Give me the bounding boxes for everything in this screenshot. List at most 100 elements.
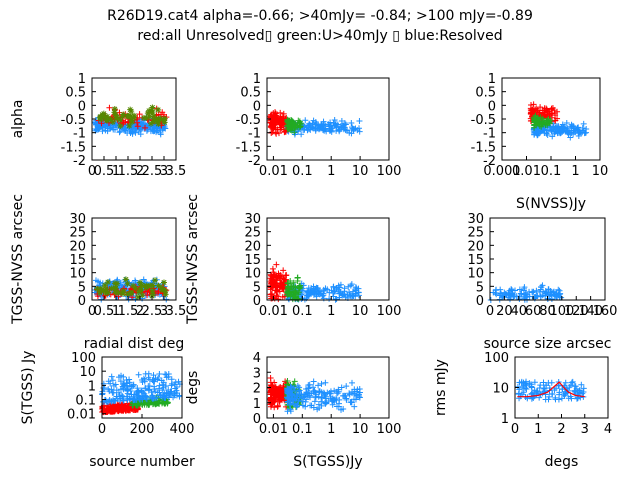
x-tick-label: 0.01 bbox=[512, 164, 541, 179]
data-point-blue bbox=[531, 387, 538, 394]
data-point-green bbox=[543, 119, 550, 126]
data-point-blue bbox=[301, 391, 308, 398]
data-point-red bbox=[110, 408, 117, 415]
data-point-blue bbox=[311, 387, 318, 394]
y-tick-label: 5 bbox=[78, 280, 86, 295]
data-point-blue bbox=[150, 372, 157, 379]
data-point-blue bbox=[162, 382, 169, 389]
data-point-green_star bbox=[161, 119, 168, 126]
data-point-blue bbox=[302, 117, 309, 124]
data-point-green_star bbox=[155, 106, 162, 113]
data-point-blue bbox=[157, 392, 164, 399]
data-point-blue bbox=[306, 392, 313, 399]
data-point-red bbox=[537, 104, 544, 111]
y-axis-label: S(TGSS) Jy bbox=[20, 351, 36, 425]
data-point-blue bbox=[143, 393, 150, 400]
data-point-blue bbox=[563, 119, 570, 126]
data-point-blue bbox=[307, 126, 314, 133]
data-point-blue bbox=[349, 124, 356, 131]
y-tick-label: 0.01 bbox=[67, 408, 96, 423]
y-tick-label: 5 bbox=[253, 280, 261, 295]
data-point-blue bbox=[319, 394, 326, 401]
data-point-blue bbox=[346, 390, 353, 397]
data-point-red bbox=[554, 108, 561, 115]
data-point-blue bbox=[132, 277, 139, 284]
y-tick-label: -1.5 bbox=[236, 140, 261, 155]
data-point-blue bbox=[516, 295, 523, 302]
data-point-blue bbox=[321, 399, 328, 406]
data-point-blue bbox=[120, 386, 127, 393]
data-point-green bbox=[546, 120, 553, 127]
data-point-blue bbox=[350, 127, 357, 134]
data-point-green_star bbox=[104, 113, 111, 120]
x-tick-label: 80 bbox=[539, 304, 556, 319]
x-tick-label: 0.5 bbox=[94, 164, 115, 179]
y-tick-label: 1 bbox=[88, 379, 96, 394]
y-tick-label: 1 bbox=[78, 72, 86, 87]
data-point-green_star bbox=[126, 122, 133, 129]
data-point-blue bbox=[507, 292, 514, 299]
data-point-red bbox=[271, 404, 278, 411]
y-tick-label: -0.5 bbox=[236, 113, 261, 128]
y-tick-label: 15 bbox=[69, 253, 86, 268]
data-point-green_star bbox=[94, 285, 101, 292]
data-point-blue bbox=[119, 383, 126, 390]
x-tick-label: 1.5 bbox=[118, 164, 139, 179]
data-point-blue bbox=[555, 286, 562, 293]
x-tick-label: 0.01 bbox=[259, 304, 288, 319]
data-point-blue bbox=[334, 121, 341, 128]
data-point-green_star bbox=[130, 282, 137, 289]
data-point-green_star bbox=[96, 114, 103, 121]
data-point-green_star bbox=[112, 285, 118, 292]
data-point-green bbox=[285, 289, 292, 296]
data-point-red bbox=[527, 107, 534, 114]
data-point-red bbox=[274, 403, 281, 410]
data-point-green bbox=[288, 127, 295, 134]
data-point-red bbox=[112, 407, 119, 414]
data-point-green_star bbox=[135, 294, 142, 301]
data-point-green bbox=[535, 120, 542, 127]
chart-title-line-1: R26D19.cat4 alpha=-0.66; >40mJy= -0.84; … bbox=[107, 8, 533, 24]
data-point-blue bbox=[315, 289, 322, 296]
data-point-green_star bbox=[157, 115, 164, 122]
data-point-blue bbox=[347, 282, 354, 289]
data-point-blue bbox=[529, 289, 536, 296]
x-tick-label: 400 bbox=[170, 422, 195, 437]
x-tick-label: 2 bbox=[557, 422, 565, 437]
data-point-green_star bbox=[127, 106, 134, 113]
data-point-green_star bbox=[128, 117, 135, 124]
data-point-green bbox=[284, 122, 291, 129]
data-point-red bbox=[282, 272, 289, 279]
data-point-red bbox=[544, 111, 551, 118]
data-point-blue bbox=[335, 386, 342, 393]
data-point-green bbox=[297, 121, 304, 128]
data-point-blue bbox=[148, 389, 155, 396]
data-point-blue bbox=[329, 401, 336, 408]
data-point-green bbox=[296, 118, 303, 125]
data-point-blue bbox=[311, 398, 318, 405]
data-point-green_star bbox=[158, 286, 165, 293]
data-point-blue bbox=[335, 403, 342, 410]
x-tick-label: 1 bbox=[112, 164, 120, 179]
y-tick-label: 20 bbox=[244, 239, 261, 254]
data-point-green_star bbox=[127, 289, 134, 296]
data-point-green_star bbox=[117, 122, 124, 129]
data-point-blue bbox=[159, 387, 166, 394]
data-point-blue bbox=[356, 386, 363, 393]
data-point-blue bbox=[539, 282, 546, 289]
data-point-blue bbox=[552, 396, 559, 403]
data-point-blue bbox=[159, 381, 166, 388]
y-tick-label: 30 bbox=[69, 212, 86, 227]
x-tick-label: 60 bbox=[525, 304, 542, 319]
data-point-blue bbox=[567, 382, 574, 389]
data-point-blue bbox=[307, 288, 314, 295]
data-point-green_star bbox=[111, 109, 118, 116]
data-point-blue bbox=[528, 383, 535, 390]
data-point-blue bbox=[506, 296, 513, 303]
data-point-blue bbox=[322, 393, 329, 400]
data-point-blue bbox=[341, 290, 348, 297]
chart-panel-p6: 0 20406080100120140160051015202530source … bbox=[467, 212, 617, 352]
data-point-red bbox=[268, 391, 275, 398]
x-tick-label: 1 bbox=[327, 164, 335, 179]
y-axis-label: alpha bbox=[10, 100, 26, 139]
